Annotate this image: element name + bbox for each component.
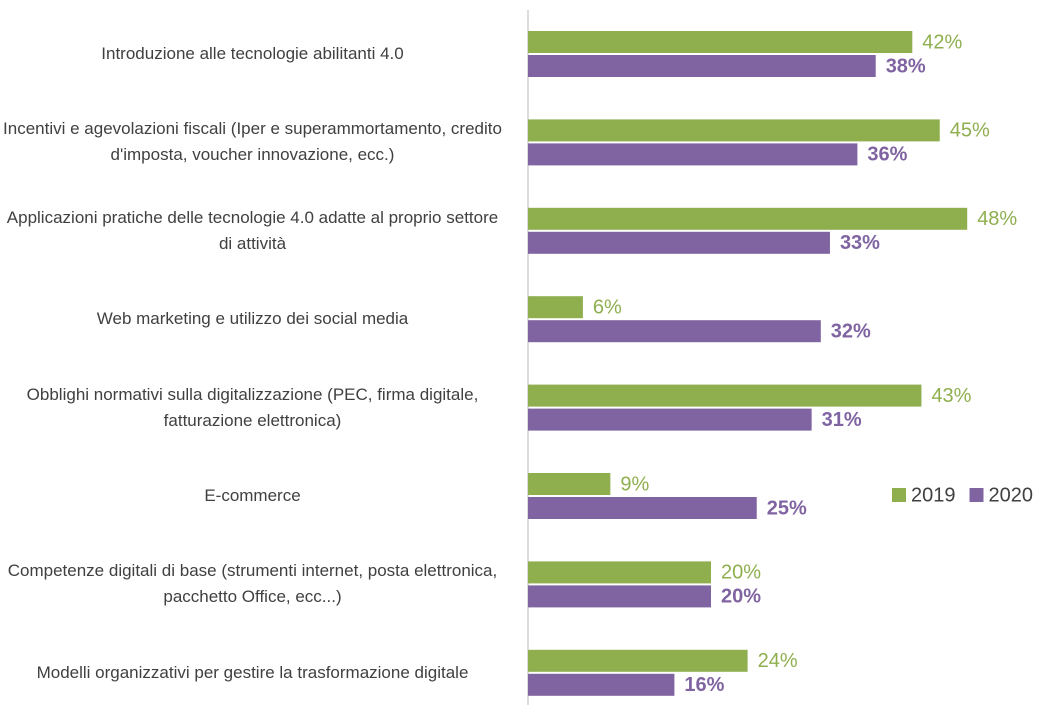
- category-label: E-commerce: [204, 486, 301, 505]
- category-label: Obblighi normativi sulla digitalizzazion…: [26, 384, 479, 430]
- category-label: Introduzione alle tecnologie abilitanti …: [101, 44, 404, 63]
- value-label: 32%: [831, 320, 871, 342]
- legend-swatch: [969, 488, 984, 502]
- bar: [528, 207, 968, 230]
- bar: [528, 320, 821, 343]
- category-label: Web marketing e utilizzo dei social medi…: [96, 309, 409, 329]
- bar: [528, 231, 830, 254]
- value-label: 38%: [886, 55, 926, 77]
- value-label: 33%: [840, 232, 880, 254]
- value-label: 24%: [758, 650, 798, 672]
- bar: [528, 384, 922, 407]
- value-label: 25%: [767, 497, 807, 519]
- bar: [528, 673, 675, 696]
- category-label: Modelli organizzativi per gestire la tra…: [36, 662, 469, 682]
- bar: [528, 408, 812, 431]
- bar: [528, 473, 611, 495]
- value-label: 20%: [721, 586, 761, 608]
- value-label: 6%: [593, 296, 622, 318]
- category-label: Applicazioni pratiche delle tecnologie 4…: [6, 207, 499, 253]
- bar: [528, 296, 583, 319]
- bar: [528, 585, 711, 608]
- legend-label: 2020: [989, 484, 1034, 506]
- value-label: 20%: [721, 562, 761, 584]
- bar: [528, 143, 858, 166]
- value-label: 36%: [867, 144, 907, 166]
- bar: [528, 31, 913, 53]
- legend-swatch: [892, 488, 906, 502]
- legend-label: 2019: [911, 484, 956, 506]
- bar: [528, 649, 748, 672]
- value-label: 16%: [684, 674, 724, 696]
- value-label: 9%: [620, 473, 649, 495]
- bar: [528, 561, 711, 584]
- value-label: 48%: [977, 208, 1017, 230]
- value-label: 31%: [822, 409, 862, 431]
- bar: [528, 119, 940, 142]
- value-label: 42%: [922, 31, 962, 53]
- category-label: Competenze digitali di base (strumenti i…: [7, 561, 498, 607]
- category-label: Incentivi e agevolazioni fiscali (Iper e…: [3, 119, 502, 165]
- value-label: 43%: [931, 385, 971, 407]
- value-label: 45%: [950, 120, 990, 142]
- bar: [528, 55, 876, 77]
- bar: [528, 497, 757, 519]
